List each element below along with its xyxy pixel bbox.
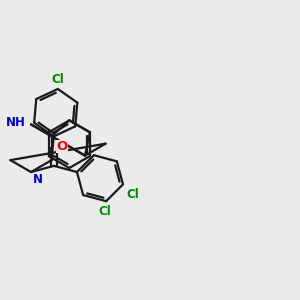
- Text: N: N: [32, 173, 42, 187]
- Text: Cl: Cl: [52, 73, 64, 86]
- Text: O: O: [56, 140, 68, 153]
- Text: NH: NH: [6, 116, 26, 130]
- Text: Cl: Cl: [126, 188, 139, 201]
- Text: Cl: Cl: [98, 205, 111, 218]
